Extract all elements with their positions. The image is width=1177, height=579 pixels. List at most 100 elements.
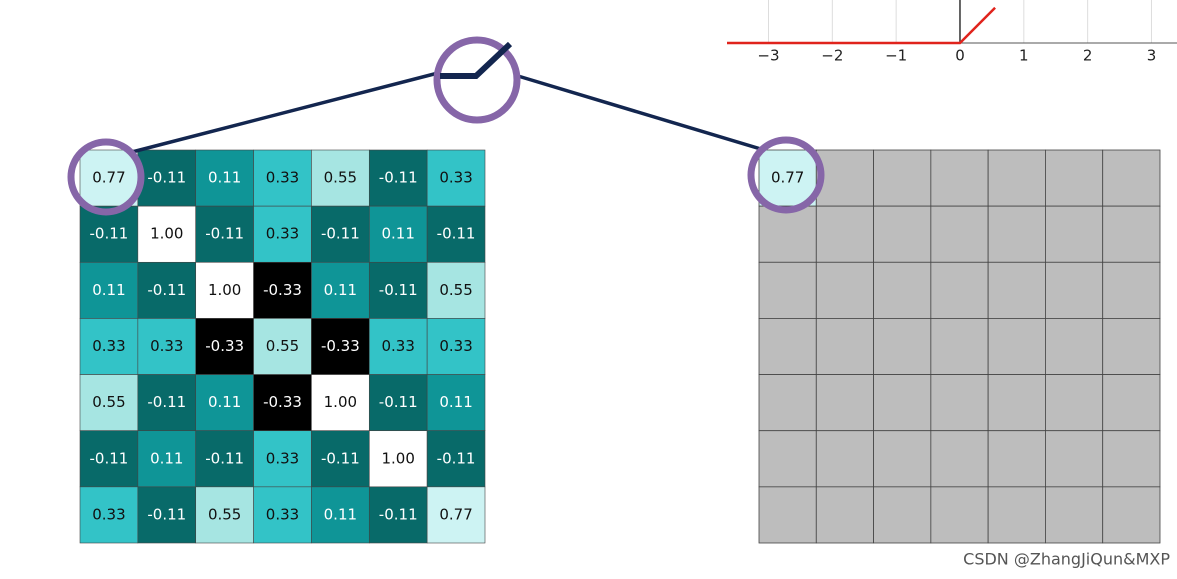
grid-cell <box>79 486 139 544</box>
x-tick-label: 0 <box>955 47 965 65</box>
cell-value: 0.33 <box>439 169 472 187</box>
output-cell <box>1102 430 1161 488</box>
cell-value: 0.33 <box>92 337 125 355</box>
grid-cell <box>79 149 139 207</box>
cell-value: 0.55 <box>92 393 125 411</box>
output-cell <box>1102 205 1161 263</box>
cell-value: 0.55 <box>439 281 472 299</box>
relu-icon <box>440 41 513 79</box>
cell-value: -0.11 <box>147 505 186 523</box>
grid-cell <box>195 430 254 488</box>
x-tick-label: −1 <box>885 47 907 65</box>
output-cell <box>987 318 1046 375</box>
cell-value: -0.11 <box>437 449 476 467</box>
output-cell <box>987 205 1046 263</box>
cell-value: 0.77 <box>92 169 125 187</box>
output-cell <box>930 486 989 544</box>
cell-value: 1.00 <box>324 393 357 411</box>
output-cell <box>987 486 1046 544</box>
output-cell <box>873 318 932 375</box>
highlight-circle <box>67 138 145 216</box>
cell-value: 1.00 <box>150 225 183 243</box>
cell-value: -0.11 <box>379 169 418 187</box>
output-cell <box>815 205 874 263</box>
cell-value: 1.00 <box>208 281 241 299</box>
output-cell <box>873 486 932 544</box>
output-cell <box>987 149 1046 207</box>
cell-value: 0.11 <box>208 393 241 411</box>
output-cell <box>930 149 989 207</box>
grid-cell <box>368 205 428 263</box>
output-cell <box>815 430 874 488</box>
cell-value: 0.55 <box>324 169 357 187</box>
grid-cell <box>253 374 312 432</box>
output-cell <box>873 430 932 488</box>
cell-value: 0.33 <box>266 225 299 243</box>
output-cell <box>1045 261 1104 319</box>
output-cell <box>1045 374 1104 432</box>
output-cell <box>1102 486 1161 544</box>
output-cell <box>930 430 989 488</box>
cell-value: 0.33 <box>266 169 299 187</box>
cell-value: -0.33 <box>205 337 244 355</box>
output-cell <box>1045 205 1104 263</box>
grid-cell <box>253 205 312 263</box>
output-cell <box>873 205 932 263</box>
cell-value: -0.33 <box>321 337 360 355</box>
grid-cell <box>137 149 197 207</box>
grid-cell <box>253 430 312 488</box>
output-cell <box>758 486 817 544</box>
output-cell <box>1045 430 1104 488</box>
grid-cell <box>195 261 254 319</box>
x-tick-label: 2 <box>1083 47 1093 65</box>
cell-value: 0.11 <box>324 505 357 523</box>
output-cell <box>815 486 874 544</box>
grid-cell <box>195 149 254 207</box>
output-cell <box>815 318 874 375</box>
x-tick-label: 1 <box>1019 47 1029 65</box>
output-cell <box>1102 261 1161 319</box>
grid-cell <box>79 374 139 432</box>
output-cell <box>815 374 874 432</box>
output-cell <box>758 430 817 488</box>
grid-cell <box>426 149 486 207</box>
highlight-circle <box>747 136 825 214</box>
watermark: CSDN @ZhangJiQun&MXP <box>963 550 1170 569</box>
cell-value: 0.55 <box>208 505 241 523</box>
output-cell <box>873 261 932 319</box>
grid-cell <box>137 486 197 544</box>
cell-value: -0.11 <box>321 225 360 243</box>
cell-value: -0.11 <box>379 505 418 523</box>
output-cell <box>930 374 989 432</box>
output-cell <box>1102 374 1161 432</box>
grid-cell <box>253 318 312 375</box>
output-cell <box>987 261 1046 319</box>
cell-value: 0.11 <box>92 281 125 299</box>
cell-value: -0.33 <box>263 393 302 411</box>
grid-cell <box>195 318 254 375</box>
grid-cell <box>311 374 370 432</box>
output-value: 0.77 <box>771 169 804 187</box>
grid-cell <box>79 205 139 263</box>
cell-value: 0.33 <box>150 337 183 355</box>
cell-value: 0.11 <box>150 449 183 467</box>
cell-value: 0.11 <box>208 169 241 187</box>
x-tick-label: 3 <box>1147 47 1157 65</box>
grid-cell <box>79 261 139 319</box>
cell-value: -0.11 <box>321 449 360 467</box>
grid-cell <box>311 205 370 263</box>
output-cell <box>987 374 1046 432</box>
grid-cell <box>311 318 370 375</box>
grid-cell <box>426 486 486 544</box>
cell-value: 0.33 <box>382 337 415 355</box>
connector <box>131 71 439 154</box>
grid-cell <box>137 318 197 375</box>
output-cell <box>1045 318 1104 375</box>
cell-value: 0.55 <box>266 337 299 355</box>
cell-value: -0.11 <box>379 393 418 411</box>
cell-value: 0.77 <box>439 505 472 523</box>
cell-value: 0.11 <box>324 281 357 299</box>
grid-cell <box>426 261 486 319</box>
cell-value: 0.33 <box>92 505 125 523</box>
